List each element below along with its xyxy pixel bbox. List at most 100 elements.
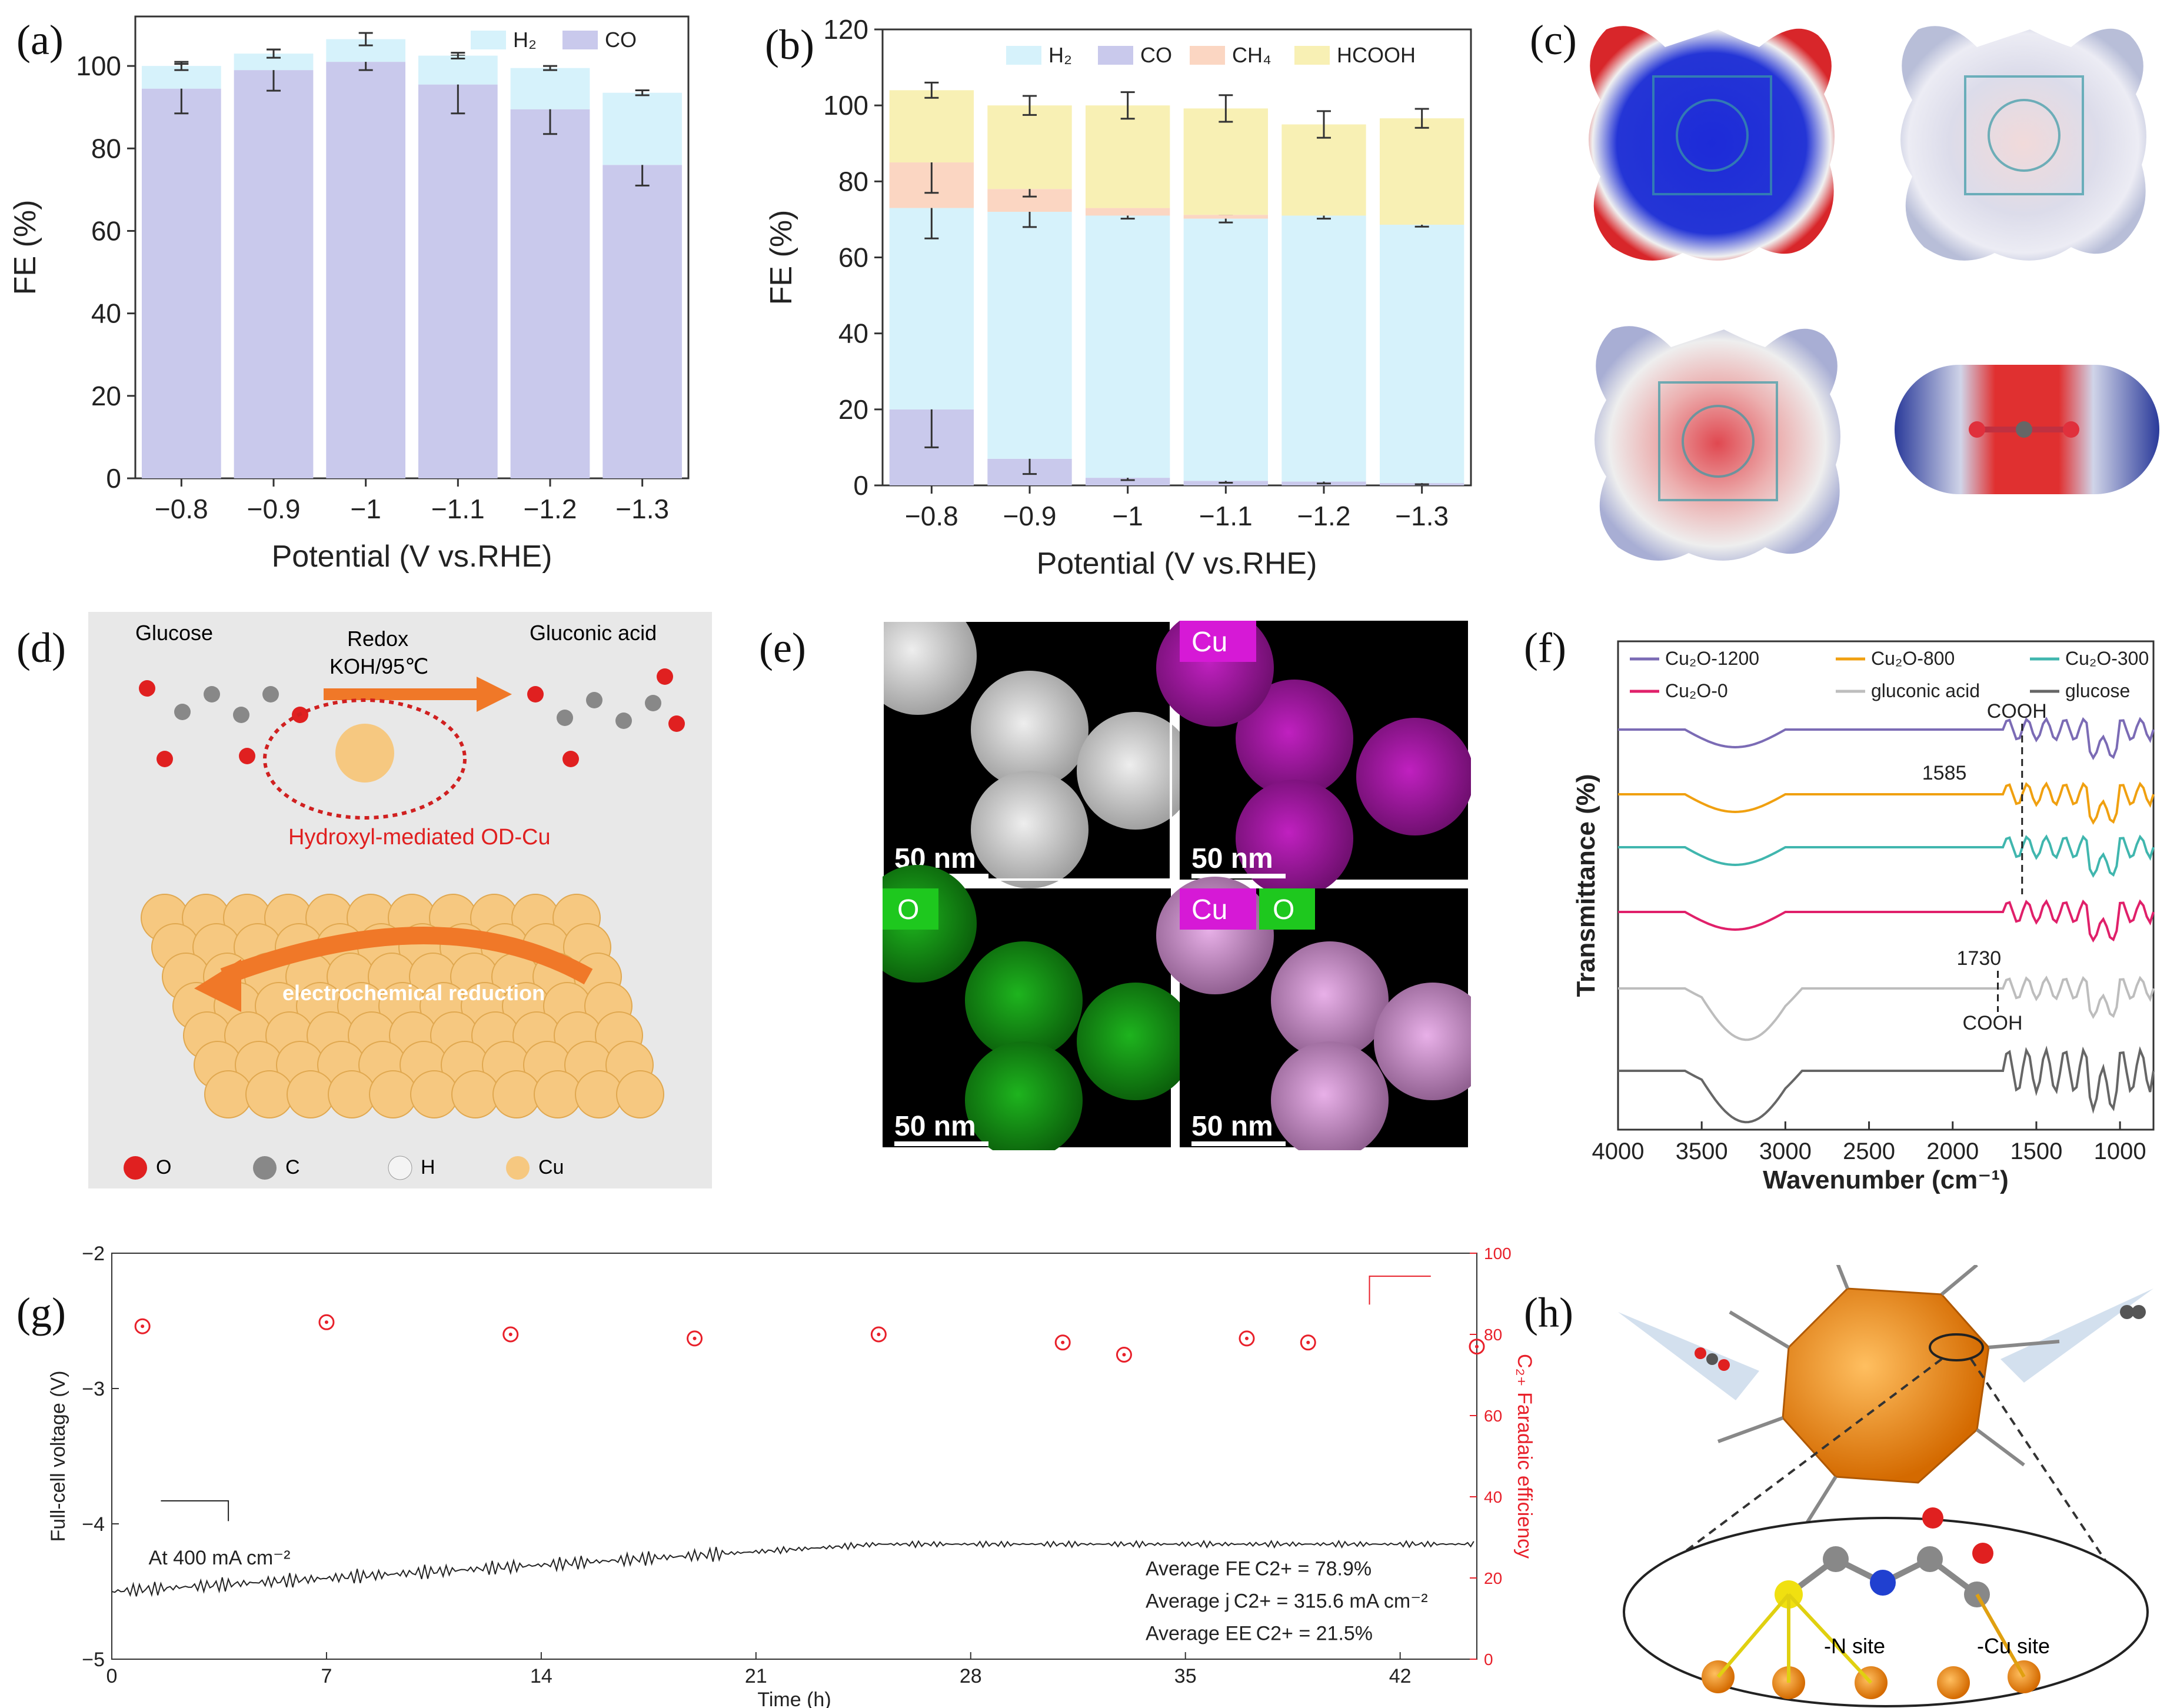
fe-point: [1239, 1330, 1255, 1347]
legend-label: HCOOH: [1337, 43, 1416, 67]
legend-label: gluconic acid: [1871, 680, 1980, 701]
bar-h2-0: [889, 208, 974, 409]
reaction-arrow: [324, 677, 512, 712]
y-tick-label: 0: [106, 463, 121, 494]
y-tick-label: 80: [838, 166, 868, 197]
ftir-line-2: [1618, 834, 2155, 878]
legend-c: C: [285, 1156, 300, 1178]
o-tag: O: [897, 894, 919, 925]
cu-atom: [328, 1070, 376, 1118]
x-tick-label: −0.9: [247, 494, 301, 524]
cu-atom: [369, 1070, 417, 1118]
ftir-line-3: [1618, 899, 2155, 943]
legend-label: glucose: [2065, 680, 2130, 701]
y-tick-label: 20: [838, 394, 868, 425]
ftir-line-5: [1618, 1046, 2155, 1124]
y-tick-label: 60: [91, 215, 121, 246]
fe-point-center: [324, 1320, 328, 1324]
y-tick-label: 120: [823, 14, 868, 45]
zoom-ellipse: [263, 698, 467, 820]
esp-map-neutral: [1900, 26, 2146, 261]
bar-h2-5: [602, 92, 683, 165]
product-arrow-right: [2000, 1289, 2153, 1383]
bar-hcooh-5: [1380, 118, 1464, 225]
fe-point: [1116, 1347, 1132, 1363]
x-axis-label: Potential (V vs.RHE): [272, 540, 552, 574]
y-axis-label: Full-cell voltage (V): [47, 1371, 69, 1542]
y-axis-label: Transmittance (%): [1572, 774, 1600, 997]
bar-ch4-3: [1183, 215, 1268, 219]
cu-nanoparticle: [1782, 1287, 1990, 1484]
stats-line: Average EE C2+ = 21.5%: [1146, 1622, 1373, 1644]
cu-surface: [141, 894, 664, 1118]
x-tick-label: −1.2: [1297, 501, 1351, 531]
panel-label-b: (b): [765, 21, 814, 68]
x-tick-label: −1: [1112, 501, 1143, 531]
y-tick-label: 0: [853, 470, 868, 501]
bar-h2-3: [418, 55, 498, 85]
x-tick-label: −1.1: [431, 494, 485, 524]
y-right-tick-label: 60: [1484, 1407, 1502, 1425]
x-tick-label: −0.8: [155, 494, 208, 524]
chart-f: Cu₂O-1200 Cu₂O-800 Cu₂O-300 Cu₂O-0 gluconic …: [1572, 640, 2155, 1194]
fe-point-center: [1475, 1344, 1479, 1349]
zoom-inset: [1623, 1517, 2149, 1707]
reduction-arrow: [220, 927, 593, 985]
x-tick-label: 35: [1174, 1665, 1197, 1687]
fe-point: [502, 1326, 519, 1343]
annotation: 1585: [1922, 762, 1967, 784]
x-tick-label: 3000: [1759, 1138, 1812, 1164]
current-note: At 400 mA cm⁻²: [149, 1547, 291, 1569]
x-tick-label: −1: [350, 494, 381, 524]
cu-atom: [492, 1070, 541, 1118]
x-tick-label: 42: [1389, 1665, 1412, 1687]
legend-cu: Cu: [538, 1156, 564, 1178]
cu-atom: [575, 1070, 623, 1118]
legend-label: Cu₂O-800: [1871, 648, 1955, 669]
ftir-line-0: [1618, 717, 2155, 761]
legend-swatch: [1098, 46, 1133, 65]
ftir-line-4: [1618, 975, 2155, 1041]
ftir-line-1: [1618, 781, 2155, 825]
gluconic-molecule: [527, 668, 685, 767]
cu-atom: [410, 1070, 458, 1118]
cu-atom: [616, 1070, 664, 1118]
bar-h2-4: [1281, 215, 1366, 482]
panel-label-h: (h): [1524, 1289, 1573, 1336]
eds-o: O 50 nm: [883, 865, 1194, 1150]
cu-atom: [204, 1070, 252, 1118]
x-tick-label: 7: [321, 1665, 332, 1687]
eds-haadf: 50 nm: [883, 621, 1194, 888]
bar-h2-5: [1380, 224, 1464, 484]
legend-swatch: [562, 31, 598, 49]
fe-point-center: [693, 1336, 697, 1340]
fe-point: [687, 1330, 703, 1347]
y-tick-label: 40: [838, 318, 868, 349]
fe-point: [318, 1314, 335, 1330]
nanoparticle-illustration: -N site -Cu site: [1618, 1265, 2153, 1707]
y-right-tick-label: 100: [1484, 1244, 1512, 1263]
fe-point: [134, 1318, 151, 1334]
x-tick-label: −1.3: [615, 494, 669, 524]
legend-label: H₂: [1048, 43, 1072, 67]
panel-label-f: (f): [1524, 624, 1566, 671]
od-cu-label: Hydroxyl-mediated OD-Cu: [288, 825, 551, 850]
redox-label: Redox: [347, 627, 408, 651]
chart-g: 0 7 14 21 28 35 42 −5 −4 −3 −2 0 20 40 60 80 100 Time (h)…: [47, 1243, 1536, 1708]
legend-swatch: [471, 31, 506, 49]
eds-overlay: Cu O 50 nm: [1156, 877, 1471, 1150]
right-axis-arrow: [1369, 1276, 1431, 1305]
annotation: 1730: [1957, 947, 2002, 970]
x-tick-label: 28: [960, 1665, 982, 1687]
bar-h2-4: [510, 68, 590, 109]
scale-bar-label: 50 nm: [1191, 1111, 1273, 1142]
scale-bar-label: 50 nm: [1191, 843, 1273, 874]
bar-co-4: [510, 109, 590, 478]
fe-point: [1469, 1339, 1485, 1355]
glucose-molecule: [139, 680, 308, 767]
bar-ch4-2: [1086, 208, 1170, 216]
bar-co-0: [141, 88, 221, 478]
plot-frame: [134, 15, 690, 480]
x-tick-label: 1000: [2094, 1138, 2146, 1164]
